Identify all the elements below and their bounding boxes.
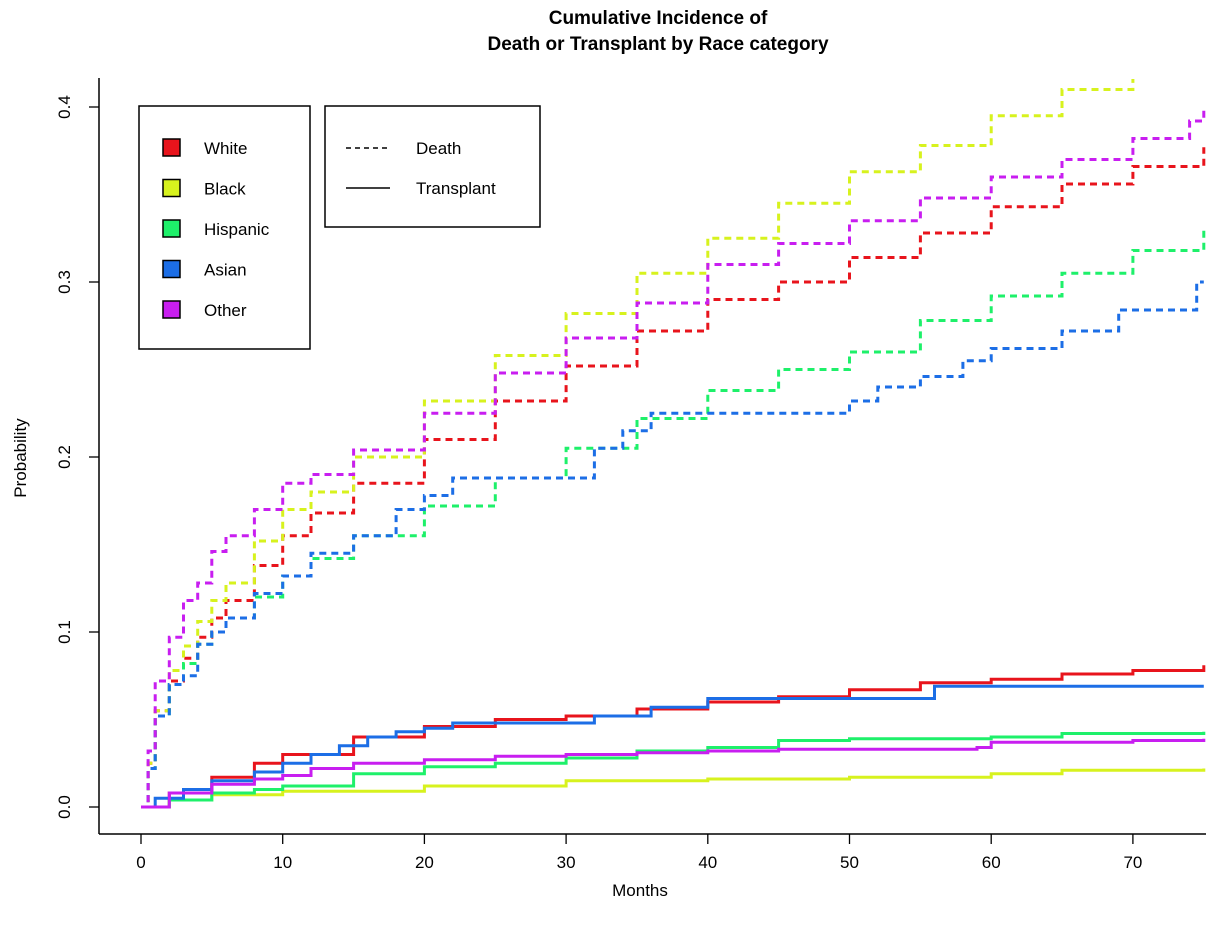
series-other-transplant: [141, 738, 1206, 809]
legend-label-death: Death: [416, 139, 461, 158]
legends: White Black Hispanic Asian Other Death Transpl…: [138, 105, 541, 350]
y-tick-label: 0.1: [55, 620, 74, 644]
legend-swatch-other: [162, 300, 181, 319]
series-asian-transplant: [141, 684, 1204, 809]
legend-label-other: Other: [204, 301, 247, 320]
axes: 0 10 20 30 40 50 60 70 0.0 0.1 0.2 0.3 0.4: [55, 78, 1206, 872]
chart-title-line1: Cumulative Incidence of: [548, 8, 768, 29]
x-tick-label: 30: [557, 853, 576, 872]
legend-swatch-asian: [162, 259, 181, 279]
x-tick-label: 60: [982, 853, 1001, 872]
x-tick-label: 40: [698, 853, 717, 872]
chart-title-line2: Death or Transplant by Race category: [487, 34, 829, 55]
legend-label-asian: Asian: [204, 261, 247, 280]
x-tick-label: 10: [273, 853, 292, 872]
chart-title: Cumulative Incidence of Death or Transpl…: [0, 6, 1206, 58]
legend-label-white: White: [204, 139, 247, 158]
y-axis-label: Probability: [11, 418, 30, 498]
y-tick-label: 0.3: [55, 270, 74, 294]
series-asian-death: [141, 280, 1204, 809]
y-tick-label: 0.0: [55, 795, 74, 819]
series-group: [141, 79, 1206, 809]
legend-swatch-black: [162, 178, 181, 198]
legend-label-hispanic: Hispanic: [204, 220, 270, 239]
series-hispanic-transplant: [141, 731, 1206, 809]
legend-swatch-white: [162, 138, 181, 157]
legend-swatch-hispanic: [162, 219, 181, 238]
x-tick-label: 20: [415, 853, 434, 872]
x-tick-label: 0: [136, 853, 145, 872]
legend-label-black: Black: [204, 180, 246, 199]
x-tick-label: 70: [1123, 853, 1142, 872]
y-tick-label: 0.2: [55, 445, 74, 469]
y-tick-label: 0.4: [55, 95, 74, 119]
legend-label-transplant: Transplant: [416, 179, 496, 198]
series-hispanic-death: [141, 229, 1206, 809]
series-other-death: [141, 107, 1206, 809]
linetype-legend-box: [324, 105, 541, 228]
x-axis-label: Months: [612, 881, 668, 900]
x-tick-label: 50: [840, 853, 859, 872]
